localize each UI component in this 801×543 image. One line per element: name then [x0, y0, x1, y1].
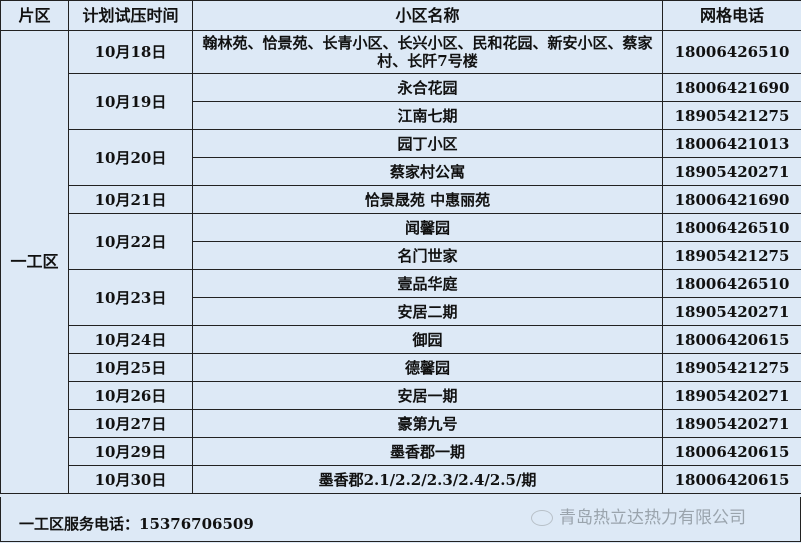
- date-cell: 10月24日: [68, 325, 193, 354]
- community-cell: 安居二期: [192, 297, 663, 326]
- community-cell: 豪第九号: [192, 409, 663, 438]
- phone-cell: 18006420615: [662, 465, 801, 494]
- phone-cell: 18905420271: [662, 409, 801, 438]
- header-row: 片区 计划试压时间 小区名称 网格电话: [0, 0, 801, 31]
- table-row: 安居二期 18905420271: [1, 297, 801, 326]
- community-cell: 德馨园: [192, 353, 663, 382]
- community-cell: 安居一期: [192, 381, 663, 410]
- service-phone: 一工区服务电话：15376706509: [19, 515, 254, 533]
- table-row: 一工区 10月18日 翰林苑、恰景苑、长青小区、长兴小区、民和花园、新安小区、蔡家村…: [0, 30, 801, 494]
- date-cell: 10月22日: [68, 213, 193, 270]
- zone-cell: 一工区: [0, 30, 69, 494]
- date-cell: 10月25日: [68, 353, 193, 382]
- date-cell: 10月30日: [68, 465, 193, 494]
- phone-cell: 18905421275: [662, 241, 801, 270]
- date-cell: 10月26日: [68, 381, 193, 410]
- header-community: 小区名称: [192, 0, 663, 31]
- date-cell: 10月18日: [68, 30, 193, 74]
- phone-cell: 18006421690: [662, 73, 801, 102]
- table-row: 10月20日 园丁小区 18006421013: [1, 129, 801, 186]
- phone-cell: 18905421275: [662, 101, 801, 130]
- header-phone: 网格电话: [662, 0, 801, 31]
- date-cell: 10月20日: [68, 129, 193, 186]
- phone-cell: 18006420615: [662, 437, 801, 466]
- wechat-icon: [531, 510, 553, 526]
- community-cell: 墨香郡一期: [192, 437, 663, 466]
- table-row: 10月23日 壹品华庭 18006426510: [1, 269, 801, 326]
- community-cell: 墨香郡2.1/2.2/2.3/2.4/2.5/期: [192, 465, 663, 494]
- community-cell: 园丁小区: [192, 129, 663, 158]
- footer: 一工区服务电话：15376706509 青岛热立达热力有限公司: [0, 497, 801, 542]
- community-cell: 闻馨园: [192, 213, 663, 242]
- phone-cell: 18006426510: [662, 30, 801, 74]
- phone-cell: 18006426510: [662, 213, 801, 242]
- community-cell: 翰林苑、恰景苑、长青小区、长兴小区、民和花园、新安小区、蔡家村、长阡7号楼: [192, 30, 663, 74]
- phone-cell: 18905421275: [662, 353, 801, 382]
- watermark-text: 青岛热立达热力有限公司: [559, 508, 746, 528]
- table-row: 10月29日 墨香郡一期 18006420615: [1, 437, 801, 466]
- community-cell: 壹品华庭: [192, 269, 663, 298]
- phone-cell: 18905420271: [662, 381, 801, 410]
- community-cell: 江南七期: [192, 101, 663, 130]
- phone-cell: 18006421013: [662, 129, 801, 158]
- community-cell: 永合花园: [192, 73, 663, 102]
- date-cell: 10月27日: [68, 409, 193, 438]
- date-cell: 10月21日: [68, 185, 193, 214]
- table-row: 名门世家 18905421275: [1, 241, 801, 270]
- table-row: 10月19日 永合花园 18006421690: [1, 73, 801, 130]
- phone-cell: 18905420271: [662, 157, 801, 186]
- table-row: 10月30日 墨香郡2.1/2.2/2.3/2.4/2.5/期 1800642061…: [1, 465, 801, 494]
- table-row: 10月25日 德馨园 18905421275: [1, 353, 801, 382]
- table-row: 江南七期 18905421275: [1, 101, 801, 130]
- date-cell: 10月29日: [68, 437, 193, 466]
- schedule-table: 片区 计划试压时间 小区名称 网格电话 一工区 10月18日 翰林苑、恰景苑、长青小…: [0, 0, 801, 494]
- header-zone: 片区: [0, 0, 69, 31]
- community-cell: 御园: [192, 325, 663, 354]
- phone-cell: 18006420615: [662, 325, 801, 354]
- table-row: 10月27日 豪第九号 18905420271: [1, 409, 801, 438]
- watermark: 青岛热立达热力有限公司: [531, 503, 746, 528]
- table-row: 10月22日 闻馨园 18006426510: [1, 213, 801, 270]
- table-row: 10月21日 恰景晟苑 中惠丽苑 18006421690: [1, 185, 801, 214]
- date-cell: 10月23日: [68, 269, 193, 326]
- phone-cell: 18006426510: [662, 269, 801, 298]
- table-row: 10月26日 安居一期 18905420271: [1, 381, 801, 410]
- phone-cell: 18905420271: [662, 297, 801, 326]
- community-cell: 蔡家村公寓: [192, 157, 663, 186]
- header-date: 计划试压时间: [68, 0, 193, 31]
- community-cell: 名门世家: [192, 241, 663, 270]
- phone-cell: 18006421690: [662, 185, 801, 214]
- date-cell: 10月19日: [68, 73, 193, 130]
- table-row: 10月24日 御园 18006420615: [1, 325, 801, 354]
- community-cell: 恰景晟苑 中惠丽苑: [192, 185, 663, 214]
